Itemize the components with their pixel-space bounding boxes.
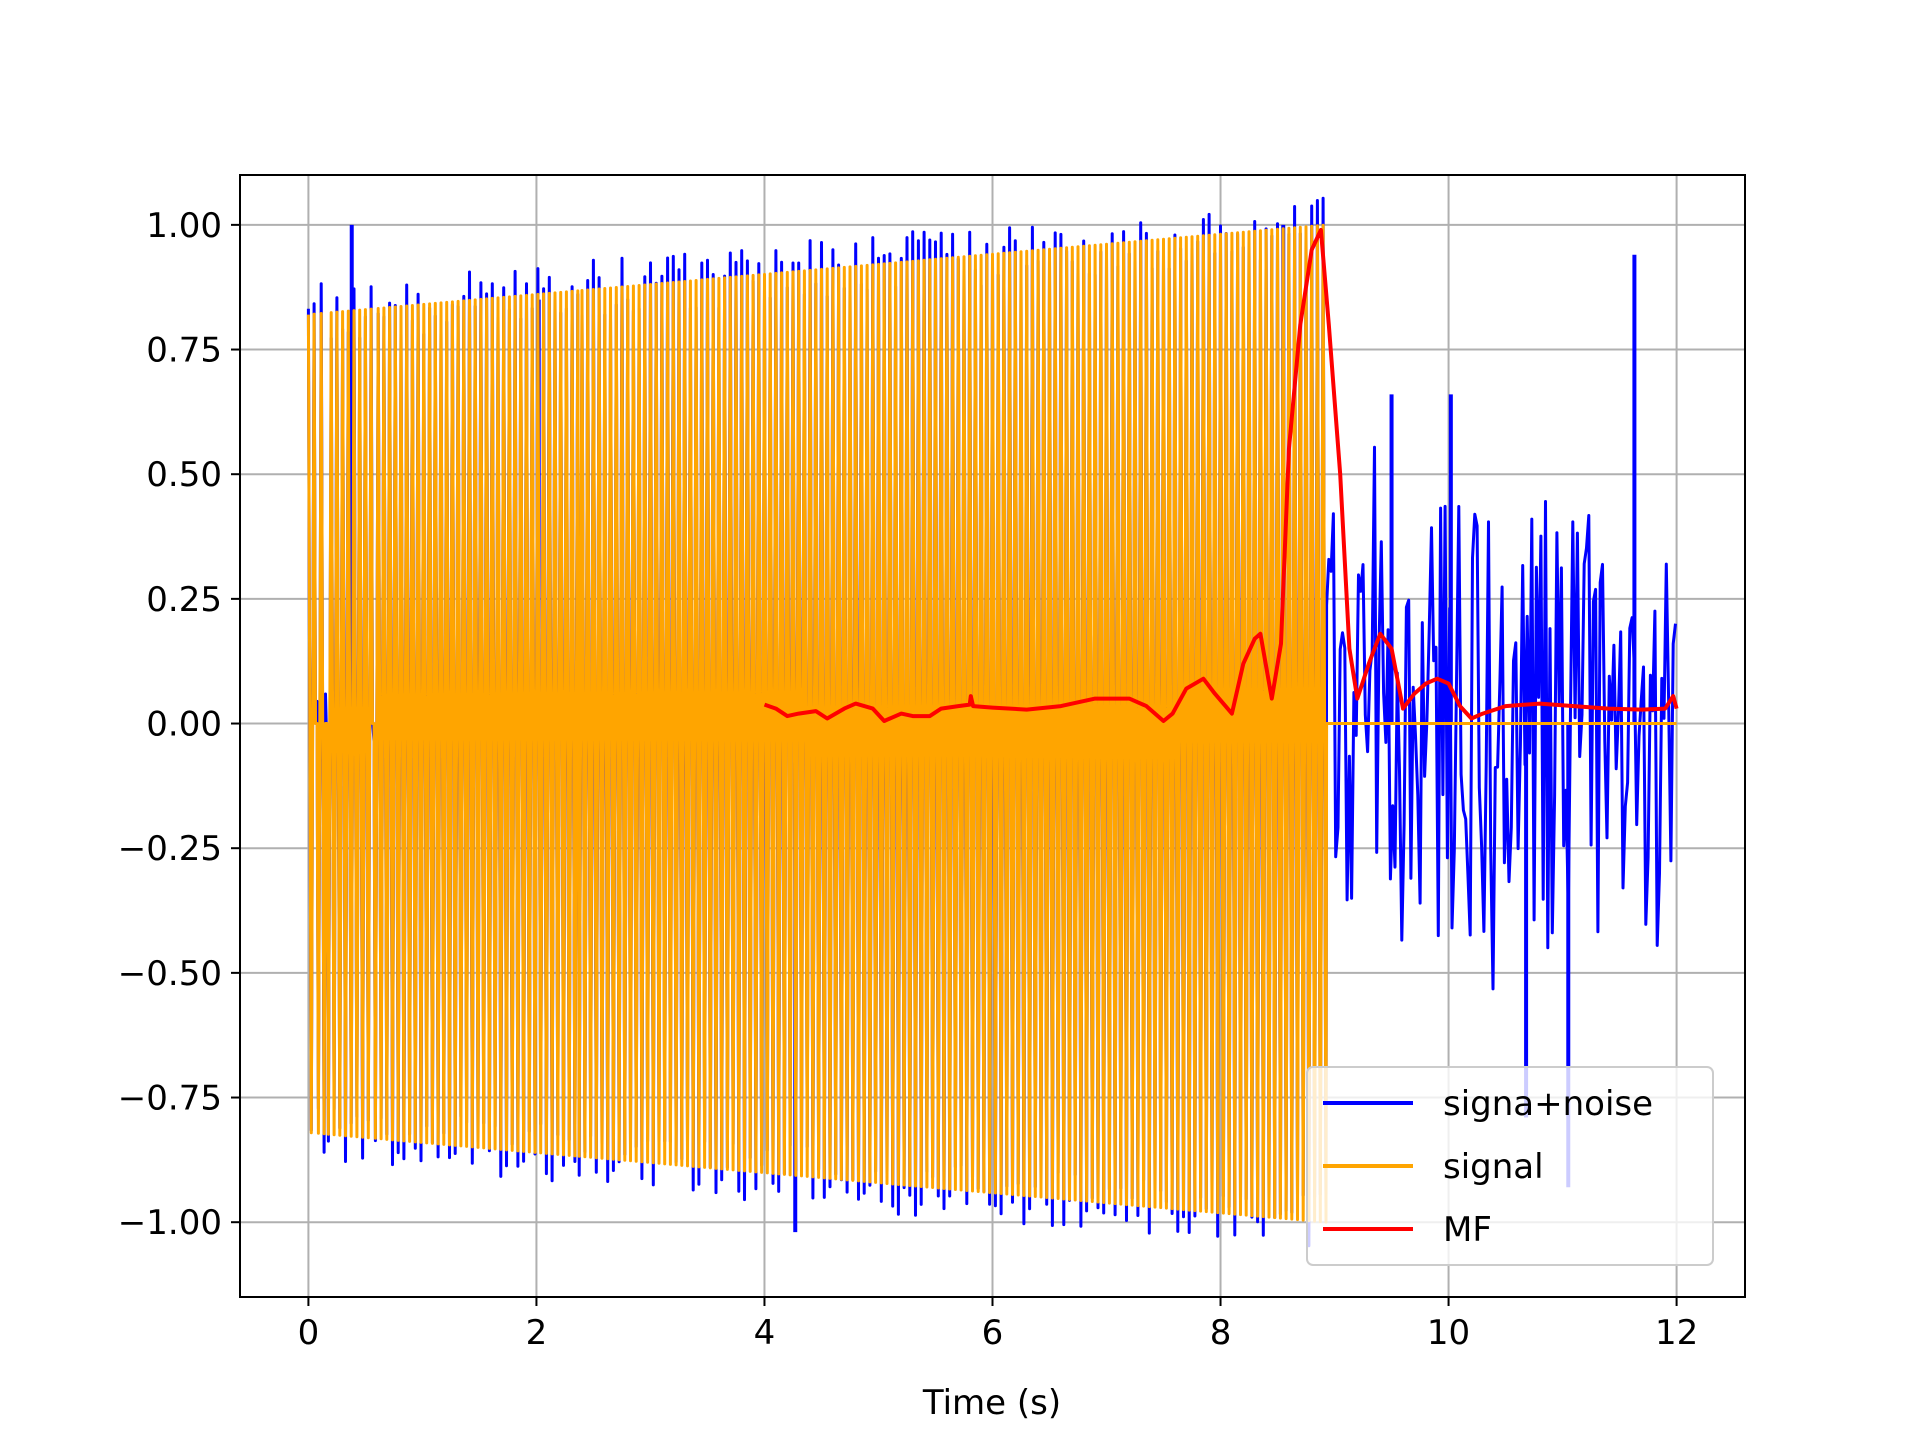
y-tick-label: 0.75 (146, 331, 222, 371)
mf-layer (763, 227, 1679, 723)
x-axis-label: Time (s) (922, 1383, 1061, 1423)
y-tick-label: 0.25 (146, 580, 222, 620)
ticks-layer: 0 2 4 6 8 10 12 1.00 0.75 0.50 0.25 0.00 −0.25 −0.50 −… (118, 206, 1698, 1353)
y-tick-label: 1.00 (146, 206, 222, 246)
legend-label: signa+noise (1443, 1084, 1653, 1124)
y-tick-label: −0.25 (118, 829, 222, 869)
y-tick-label: −0.75 (118, 1079, 222, 1119)
series-mf-line (763, 227, 1679, 723)
x-tick-label: 10 (1427, 1313, 1470, 1353)
legend-label: signal (1443, 1147, 1544, 1187)
x-tick-label: 2 (526, 1313, 548, 1353)
x-tick-label: 8 (1210, 1313, 1232, 1353)
x-tick-label: 0 (298, 1313, 320, 1353)
y-tick-label: −0.50 (118, 954, 222, 994)
legend-label: MF (1443, 1210, 1492, 1250)
y-tick-label: 0.00 (146, 705, 222, 745)
legend-box (1306, 1066, 1714, 1266)
legend: signa+noise signal MF (1306, 1066, 1714, 1266)
x-tick-label: 12 (1655, 1313, 1698, 1353)
y-tick-label: −1.00 (118, 1203, 222, 1243)
signal-layer (306, 223, 1677, 1224)
y-tick-label: 0.50 (146, 455, 222, 495)
x-tick-label: 6 (982, 1313, 1004, 1353)
x-tick-label: 4 (754, 1313, 776, 1353)
series-signal-line (306, 223, 1677, 1224)
